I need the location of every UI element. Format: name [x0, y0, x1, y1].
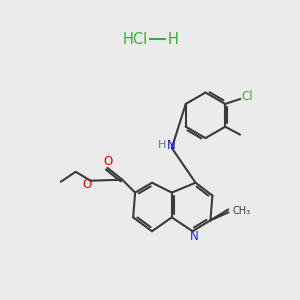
- Text: O: O: [82, 178, 91, 191]
- Text: H: H: [158, 140, 166, 150]
- Text: O: O: [104, 155, 113, 168]
- Text: CH₃: CH₃: [232, 206, 250, 216]
- Text: H: H: [168, 32, 179, 46]
- Text: HCl: HCl: [123, 32, 148, 46]
- Text: Cl: Cl: [241, 91, 253, 103]
- Text: N: N: [167, 139, 175, 152]
- Text: N: N: [190, 230, 199, 243]
